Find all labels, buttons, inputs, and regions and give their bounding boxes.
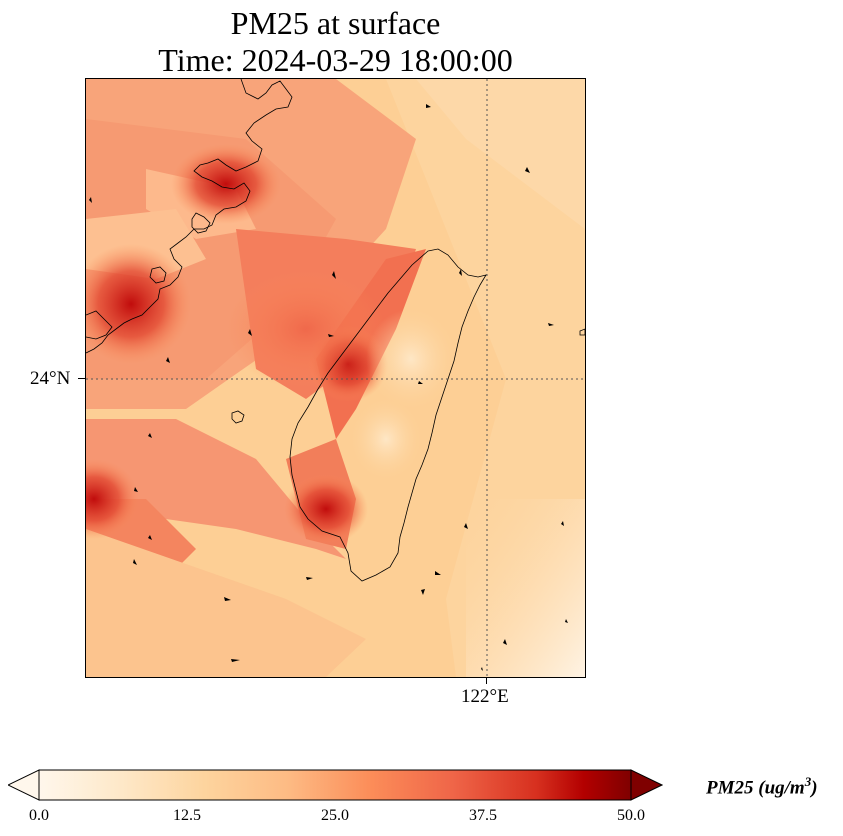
colorbar-tick-label: 0.0	[29, 807, 49, 824]
coastal-island-1	[191, 212, 211, 234]
wind-arrow	[332, 271, 336, 279]
wind-arrow	[459, 269, 462, 276]
wind-arrow	[435, 571, 441, 575]
wind-arrow	[421, 589, 425, 595]
pm25-hotspot-west	[86, 244, 191, 364]
mainland-inlet	[86, 310, 113, 340]
colorbar-gradient	[38, 769, 632, 801]
wind-arrow	[418, 381, 423, 384]
wind-arrow	[525, 167, 530, 173]
island-east	[579, 328, 585, 336]
pm25-clean-southeast	[466, 499, 585, 677]
lat-tick-label: 24°N	[30, 368, 71, 389]
wind-arrow	[561, 521, 564, 526]
pm25-map	[86, 79, 585, 677]
wind-arrow	[148, 535, 152, 540]
wind-arrow	[565, 619, 568, 623]
pm25-hotspot-southwest	[86, 459, 139, 539]
colorbar-tick-label: 25.0	[321, 807, 349, 824]
wind-arrow	[306, 577, 313, 580]
colorbar-extend-min	[8, 769, 40, 801]
wind-arrow	[248, 329, 252, 336]
colorbar-tick-label: 37.5	[469, 807, 497, 824]
wind-arrow	[148, 433, 152, 438]
colorbar-tick-label: 12.5	[173, 807, 201, 824]
map-panel[interactable]	[85, 78, 586, 678]
coastal-island-2	[149, 266, 167, 284]
map-time-subtitle: Time: 2024-03-29 18:00:00	[158, 42, 513, 78]
colorbar-unit-label: PM25 (ug/m3)	[706, 774, 818, 799]
lat-tick-mark	[78, 378, 85, 379]
colorbar-extend-max	[630, 769, 663, 801]
penghu-coastline	[231, 410, 245, 424]
wind-arrow	[224, 597, 231, 601]
pm25-band-south	[86, 419, 346, 559]
wind-arrow	[426, 104, 431, 108]
wind-arrow	[548, 323, 554, 326]
map-title: PM25 at surface	[230, 5, 441, 41]
wind-arrow	[464, 523, 468, 529]
taiwan-coastline	[289, 248, 487, 582]
wind-arrows	[89, 104, 568, 671]
mainland-coastline	[86, 79, 293, 354]
pm25-field-south	[86, 529, 366, 677]
lon-tick-label: 122°E	[461, 686, 509, 707]
pm25-clean-taiwan-north	[366, 309, 456, 409]
wind-arrow	[89, 197, 92, 203]
pm25-hotspot-north	[171, 144, 281, 224]
pm25-hotspot-taiwan-south	[284, 474, 368, 544]
wind-arrow	[503, 639, 507, 645]
wind-arrow	[481, 667, 483, 671]
wind-arrow	[166, 357, 170, 363]
wind-arrow	[133, 559, 137, 565]
lon-tick-mark	[486, 678, 487, 684]
wind-arrow	[328, 334, 334, 337]
wind-arrow	[134, 487, 138, 492]
pm25-field-northeast	[416, 79, 585, 229]
colorbar-tick-label: 50.0	[617, 807, 645, 824]
pm25-clean-taiwan-central	[351, 399, 421, 479]
wind-arrow	[231, 659, 240, 662]
colorbar	[8, 769, 663, 801]
pm25-warm-patch	[226, 269, 386, 389]
